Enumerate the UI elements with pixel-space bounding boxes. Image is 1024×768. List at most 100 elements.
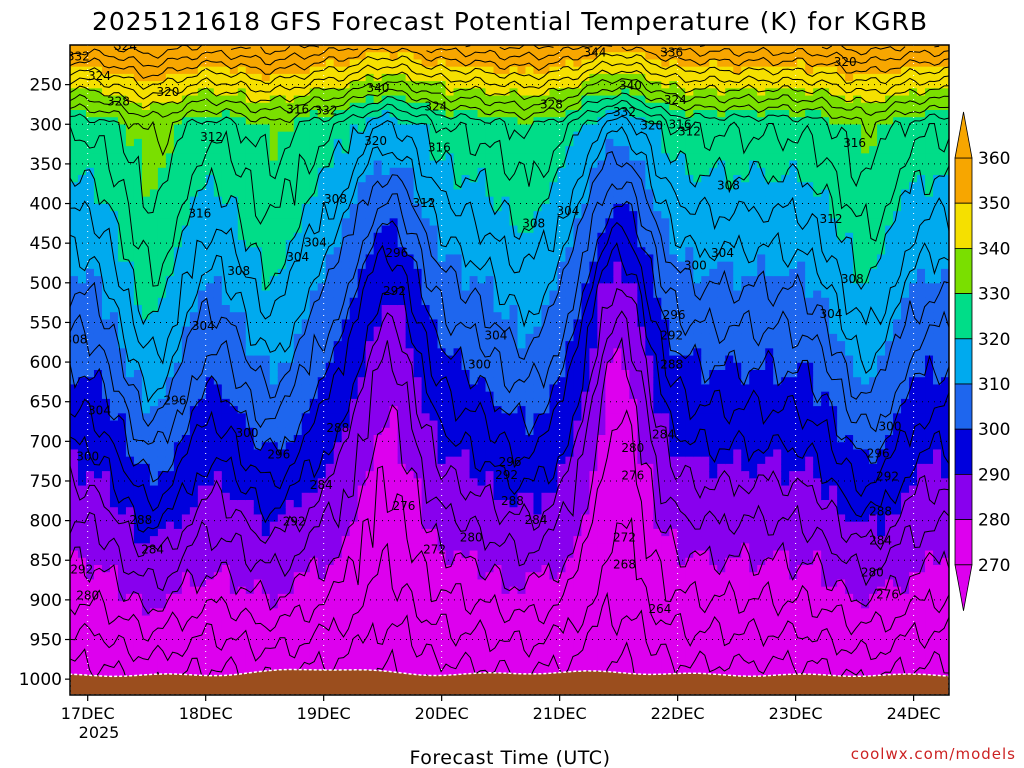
field-cell [437, 232, 447, 241]
field-cell [381, 175, 391, 183]
field-cell [381, 45, 391, 53]
field-cell [173, 622, 183, 631]
field-cell [221, 355, 231, 364]
field-cell [101, 557, 111, 566]
field-cell [485, 218, 495, 227]
field-cell [365, 651, 375, 660]
field-cell [85, 276, 95, 284]
field-cell [141, 478, 151, 487]
field-cell [229, 117, 239, 126]
field-cell [277, 536, 287, 544]
field-cell [253, 413, 263, 422]
field-cell [277, 160, 287, 169]
field-cell [109, 240, 119, 248]
field-cell [173, 601, 183, 609]
field-cell [325, 254, 335, 263]
field-cell [197, 485, 207, 494]
field-cell [461, 521, 471, 530]
field-cell [149, 377, 159, 386]
field-cell [277, 254, 287, 263]
field-cell [309, 73, 319, 82]
field-cell [317, 167, 327, 176]
field-cell [453, 268, 463, 277]
field-cell [357, 167, 367, 176]
field-cell [173, 572, 183, 581]
field-cell [421, 435, 431, 443]
field-cell [109, 254, 119, 263]
field-cell [373, 550, 383, 559]
field-cell [461, 232, 471, 241]
field-cell [269, 218, 279, 227]
field-cell [277, 370, 287, 378]
field-cell [413, 377, 423, 386]
field-cell [437, 305, 447, 313]
field-cell [493, 211, 503, 219]
field-cell [333, 456, 343, 465]
field-cell [253, 333, 263, 342]
field-cell [109, 189, 119, 198]
field-cell [349, 456, 359, 465]
field-cell [245, 550, 255, 559]
field-cell [181, 471, 191, 479]
field-cell [173, 536, 183, 544]
field-cell [237, 586, 247, 595]
field-cell [365, 59, 375, 68]
field-cell [341, 550, 351, 559]
field-cell [373, 131, 383, 140]
field-cell [349, 73, 359, 82]
field-cell [213, 492, 223, 501]
field-cell [413, 146, 423, 154]
field-cell [477, 333, 487, 342]
field-cell [333, 203, 343, 212]
field-cell [381, 514, 391, 523]
field-cell [197, 283, 207, 292]
field-cell [317, 312, 327, 321]
field-cell [205, 521, 215, 530]
field-cell [213, 102, 223, 111]
field-cell [493, 146, 503, 154]
field-cell [157, 536, 167, 544]
field-cell [453, 565, 463, 573]
field-cell [461, 240, 471, 248]
field-cell [77, 413, 87, 422]
field-cell [157, 146, 167, 154]
field-cell [285, 182, 295, 191]
field-cell [85, 500, 95, 508]
field-cell [469, 268, 479, 277]
field-cell [493, 333, 503, 342]
field-cell [493, 593, 503, 602]
field-cell [365, 348, 375, 357]
field-cell [157, 658, 167, 667]
field-cell [349, 398, 359, 407]
field-cell [157, 651, 167, 660]
field-cell [509, 81, 519, 89]
field-cell [477, 102, 487, 111]
field-cell [453, 463, 463, 472]
field-cell [133, 276, 143, 284]
field-cell [101, 615, 111, 624]
field-cell [429, 261, 439, 270]
field-cell [485, 110, 495, 118]
field-cell [133, 225, 143, 234]
field-cell [317, 326, 327, 335]
field-cell [133, 500, 143, 508]
field-cell [357, 413, 367, 422]
field-cell [341, 131, 351, 140]
field-cell [189, 565, 199, 573]
field-cell [205, 586, 215, 595]
field-cell [301, 398, 311, 407]
field-cell [125, 240, 135, 248]
field-cell [373, 254, 383, 263]
field-cell [317, 521, 327, 530]
field-cell [237, 485, 247, 494]
field-cell [413, 579, 423, 588]
field-cell [501, 247, 511, 256]
field-cell [365, 203, 375, 212]
field-cell [397, 615, 407, 624]
field-cell [309, 182, 319, 191]
field-cell [333, 73, 343, 82]
field-cell [333, 572, 343, 581]
field-cell [325, 615, 335, 624]
field-cell [325, 398, 335, 407]
field-cell [389, 406, 399, 414]
